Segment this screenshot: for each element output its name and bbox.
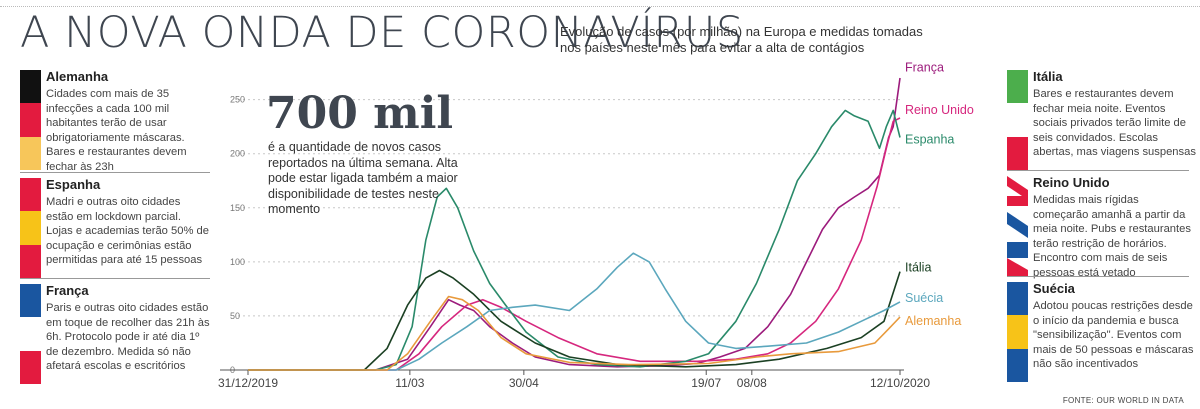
- series-label: Reino Unido: [905, 103, 974, 117]
- y-tick-label: 50: [230, 311, 240, 321]
- country-name: França: [46, 283, 89, 298]
- y-tick-label: 100: [230, 257, 245, 267]
- top-rule: [0, 6, 1200, 7]
- series-label: França: [905, 60, 944, 74]
- italy-flag-icon: [1007, 70, 1028, 170]
- series-line: [248, 295, 901, 371]
- series-label: Itália: [905, 261, 931, 275]
- country-name: Espanha: [46, 177, 101, 192]
- divider: [1007, 276, 1189, 277]
- highlight-number: 700 mil: [266, 88, 454, 139]
- country-box-italia: Itália Bares e restaurantes devem fechar…: [1007, 69, 1197, 170]
- x-tick-label: 31/12/2019: [218, 376, 278, 390]
- country-box-suecia: Suécia Adotou poucas restrições desde o …: [1007, 281, 1197, 382]
- country-box-reino-unido: Reino Unido Medidas mais rígidas começar…: [1007, 175, 1197, 279]
- country-box-franca: França Paris e outras oito cidades estão…: [20, 283, 210, 384]
- series-line: [248, 117, 901, 371]
- country-measures: Cidades com mais de 35 infecções a cada …: [46, 88, 187, 173]
- germany-flag-icon: [20, 70, 41, 170]
- x-tick-label: 19/07: [691, 376, 721, 390]
- country-name: Reino Unido: [1033, 175, 1110, 190]
- series-line: [248, 252, 901, 371]
- country-measures: Medidas mais rígidas começarão amanhã a …: [1033, 194, 1191, 279]
- y-tick-label: 200: [230, 149, 245, 159]
- series-line: [248, 269, 901, 371]
- country-box-alemanha: Alemanha Cidades com mais de 35 infecçõe…: [20, 69, 210, 173]
- series-label: Alemanha: [905, 314, 961, 328]
- x-tick-label: 08/08: [737, 376, 767, 390]
- y-tick-label: 250: [230, 95, 245, 105]
- source-note: FONTE: OUR WORLD IN DATA: [1062, 396, 1184, 405]
- sweden-flag-icon: [1007, 282, 1028, 382]
- country-measures: Paris e outras oito cidades estão em toq…: [46, 302, 210, 372]
- country-measures: Adotou poucas restrições desde o início …: [1033, 300, 1194, 370]
- uk-flag-icon: [1007, 176, 1028, 281]
- x-tick-label: 30/04: [509, 376, 539, 390]
- y-tick-label: 150: [230, 203, 245, 213]
- country-measures: Bares e restaurantes devem fechar meia n…: [1033, 88, 1196, 158]
- divider: [20, 278, 210, 279]
- country-measures: Madri e outras oito cidades estão em loc…: [46, 196, 209, 266]
- divider: [1007, 170, 1189, 171]
- country-name: Alemanha: [46, 69, 109, 84]
- page-title: A NOVA ONDA DE CORONAVÍRUS: [20, 8, 744, 58]
- highlight-text: é a quantidade de novos casos reportados…: [268, 140, 458, 216]
- series-label: Suécia: [905, 291, 943, 305]
- divider: [20, 172, 210, 173]
- france-flag-icon: [20, 284, 41, 384]
- spain-flag-icon: [20, 178, 41, 278]
- chart-subtitle: Evolução de casos (por milhão) na Europa…: [560, 24, 923, 55]
- x-tick-label: 12/10/2020: [870, 376, 930, 390]
- country-box-espanha: Espanha Madri e outras oito cidades estã…: [20, 177, 210, 278]
- x-tick-label: 11/03: [395, 376, 424, 390]
- series-label: Espanha: [905, 132, 954, 146]
- country-name: Itália: [1033, 69, 1063, 84]
- country-name: Suécia: [1033, 281, 1075, 296]
